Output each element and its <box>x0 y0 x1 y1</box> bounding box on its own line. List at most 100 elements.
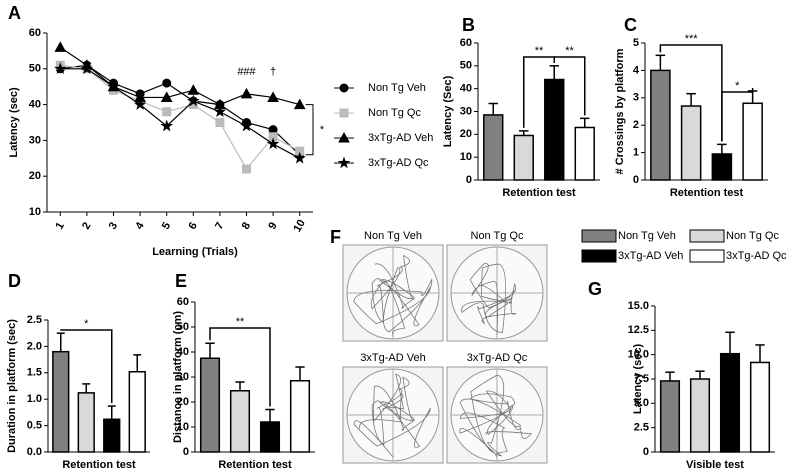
y-tick-label: 40 <box>177 346 189 358</box>
bar <box>650 69 671 181</box>
marker <box>187 84 200 95</box>
y-tick-label: 60 <box>29 27 41 39</box>
y-tick-label: 1.0 <box>27 393 42 405</box>
y-tick-label: 10 <box>460 151 472 163</box>
y-tick-label: 50 <box>29 63 41 75</box>
x-tick-label: 4 <box>133 220 147 232</box>
swim-path <box>459 374 533 458</box>
bar <box>544 78 565 181</box>
legend-swatch <box>581 229 617 243</box>
y-tick-label: 0 <box>183 446 189 458</box>
panel-letter: B <box>462 15 475 35</box>
y-tick-label: 40 <box>460 83 472 95</box>
annotation: † <box>270 66 276 78</box>
y-axis-label: Latency (sec) <box>632 344 644 415</box>
x-tick-label: 5 <box>160 220 173 231</box>
panel-letter: F <box>330 227 341 247</box>
swim-path <box>353 254 433 336</box>
marker <box>267 91 279 102</box>
bracket <box>721 87 754 142</box>
legend-label: Non Tg Qc <box>726 230 779 242</box>
y-tick-label: 40 <box>29 99 41 111</box>
bar <box>128 370 146 453</box>
y-tick-label: 0 <box>633 174 639 186</box>
x-axis-label: Retention test <box>502 187 576 199</box>
legend-label: Non Tg Veh <box>368 82 426 94</box>
y-tick-label: 1 <box>633 147 639 159</box>
bar <box>749 361 771 453</box>
y-tick-label: 20 <box>177 396 189 408</box>
x-tick-label: 3 <box>107 220 120 231</box>
bar <box>483 114 504 181</box>
x-tick-label: 7 <box>213 220 226 231</box>
legend-label: 3xTg-AD Veh <box>618 250 683 262</box>
y-tick-label: 12.5 <box>628 324 649 336</box>
y-tick-label: 1.5 <box>27 367 42 379</box>
marker <box>162 78 172 88</box>
bar <box>689 378 711 453</box>
series-line <box>60 68 300 159</box>
y-tick-label: 2.0 <box>27 340 42 352</box>
x-tick-label: 8 <box>240 220 253 231</box>
x-tick-label: 1 <box>53 220 66 231</box>
bar <box>742 102 763 181</box>
legend-label: 3xTg-AD Qc <box>368 157 429 169</box>
y-tick-label: 0.5 <box>27 420 42 432</box>
y-axis-label: Latency (sec) <box>8 87 20 158</box>
panel-letter: C <box>624 15 637 35</box>
marker <box>213 105 227 118</box>
y-tick-label: 0 <box>643 446 649 458</box>
y-tick-label: 2 <box>633 119 639 131</box>
bar <box>289 380 311 453</box>
series-line <box>60 64 300 171</box>
bracket <box>553 56 586 116</box>
marker <box>240 119 253 132</box>
y-tick-label: 7.5 <box>634 373 649 385</box>
y-axis-label: # Crossings by platform <box>614 48 626 174</box>
x-axis-label: Retention test <box>62 459 136 471</box>
annotation: * <box>84 318 89 330</box>
x-tick-label: 2 <box>80 220 93 231</box>
x-axis-label: Retention test <box>218 459 292 471</box>
y-tick-label: 10.0 <box>628 349 649 361</box>
series-line <box>60 64 301 156</box>
y-axis-label: Distance in platform (cm) <box>172 311 184 443</box>
marker <box>80 62 94 75</box>
y-tick-label: 50 <box>177 321 189 333</box>
x-axis-label: Retention test <box>670 187 744 199</box>
marker <box>187 94 200 107</box>
swim-path <box>461 263 517 336</box>
marker <box>293 98 306 110</box>
bracket <box>60 329 113 404</box>
bar <box>680 105 702 181</box>
x-tick-label: 9 <box>266 220 279 231</box>
y-tick-label: 0 <box>466 174 472 186</box>
legend-label: 3xTg-AD Veh <box>368 132 433 144</box>
y-tick-label: 60 <box>177 296 189 308</box>
swim-title: Non Tg Veh <box>364 230 422 242</box>
legend-swatch <box>689 229 725 243</box>
y-tick-label: 15.0 <box>628 300 649 312</box>
y-tick-label: 4 <box>633 64 640 76</box>
marker <box>54 41 67 52</box>
marker <box>54 62 67 75</box>
marker <box>242 164 251 174</box>
marker <box>240 87 253 99</box>
marker <box>107 80 120 92</box>
y-tick-label: 3 <box>633 92 639 104</box>
y-tick-label: 20 <box>460 128 472 140</box>
bar <box>711 153 733 181</box>
y-tick-label: 5 <box>633 37 639 49</box>
annotation: *** <box>685 33 699 45</box>
bar <box>259 421 281 453</box>
bar <box>103 418 121 453</box>
y-tick-label: 2.5 <box>27 314 42 326</box>
panel-letter: E <box>175 271 187 291</box>
bar <box>77 392 95 453</box>
y-axis-label: Duration in platform (sec) <box>6 319 18 453</box>
x-tick-label: 10 <box>291 218 308 235</box>
x-tick-label: 6 <box>186 220 199 231</box>
y-tick-label: 10 <box>177 421 189 433</box>
series-line <box>59 46 300 106</box>
